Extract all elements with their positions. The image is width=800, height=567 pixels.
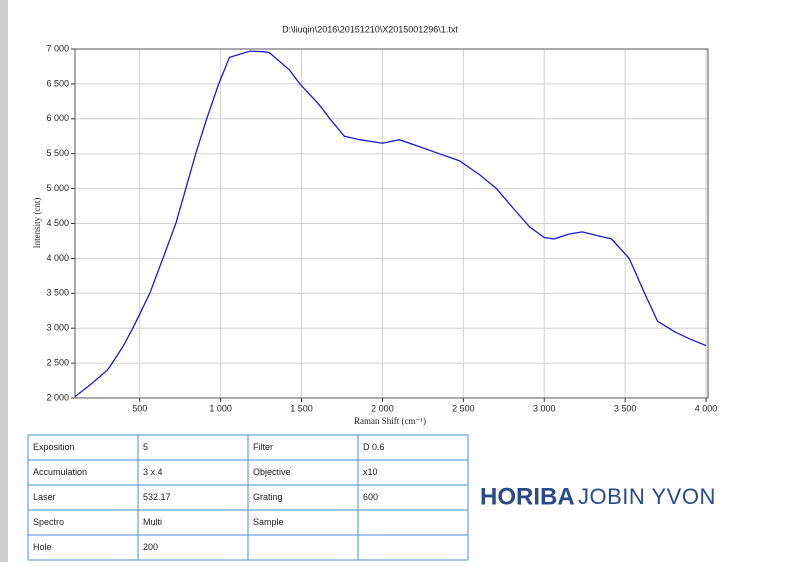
- y-tick-label: 6 500: [46, 78, 69, 88]
- x-tick-label: 2 000: [371, 403, 394, 413]
- table-cell: [357, 509, 469, 536]
- x-tick-label: 3 000: [533, 403, 556, 413]
- table-cell-text: Laser: [33, 492, 56, 502]
- table-cell: [247, 534, 359, 561]
- table-cell-text: Filter: [253, 442, 273, 452]
- table-cell-text: Sample: [253, 517, 284, 527]
- y-tick-label: 3 500: [46, 288, 69, 298]
- x-tick-label: 2 500: [452, 403, 475, 413]
- table-cell-text: Exposition: [33, 442, 75, 452]
- page-edge: [0, 0, 8, 562]
- x-axis-label: Raman Shift (cm⁻¹): [354, 416, 426, 426]
- x-tick-label: 500: [132, 403, 147, 413]
- y-axis-label: Intensity (cnt): [32, 198, 42, 249]
- x-tick-label: 1 000: [209, 403, 232, 413]
- y-tick-label: 6 000: [46, 113, 69, 123]
- y-tick-label: 4 000: [46, 253, 69, 263]
- table-cell-text: Spectro: [33, 517, 64, 527]
- chart-title: D:\liuqin\2016\20151210\X2015001296\1.tx…: [282, 24, 458, 34]
- table-cell-text: Objective: [253, 467, 291, 477]
- table-cell-text: 600: [363, 492, 378, 502]
- table-cell-text: 200: [143, 542, 158, 552]
- table-cell-text: 3 x 4: [143, 467, 163, 477]
- spectrum-line: [74, 50, 707, 398]
- table-cell-text: x10: [363, 467, 378, 477]
- y-tick-label: 7 000: [46, 43, 69, 53]
- y-tick-label: 3 000: [46, 323, 69, 333]
- table-cell: [137, 434, 249, 461]
- x-tick-label: 4 000: [695, 403, 718, 413]
- table-cell-text: Multi: [143, 517, 162, 527]
- y-tick-label: 5 000: [46, 183, 69, 193]
- table-cell-text: 5: [143, 442, 148, 452]
- table-cell: [357, 534, 469, 561]
- y-tick-label: 2 000: [46, 392, 69, 402]
- y-tick-label: 2 500: [46, 357, 69, 367]
- logo-sub: JOBIN YVON: [578, 484, 716, 509]
- x-tick-label: 3 500: [614, 403, 637, 413]
- logo-brand: HORIBA: [480, 483, 575, 510]
- plot-frame: [74, 48, 709, 399]
- y-tick-label: 4 500: [46, 218, 69, 228]
- table-cell-text: 532.17: [143, 492, 171, 502]
- table-cell-text: Hole: [33, 542, 52, 552]
- table-cell-text: Grating: [253, 492, 283, 502]
- table-cell-text: Accumulation: [33, 467, 87, 477]
- table-cell-text: D 0.6: [363, 442, 385, 452]
- x-tick-label: 1 500: [290, 403, 313, 413]
- y-tick-label: 5 500: [46, 148, 69, 158]
